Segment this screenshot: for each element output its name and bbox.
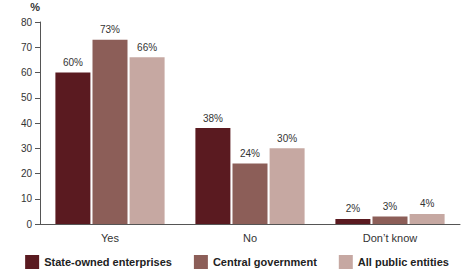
svg-text:30: 30	[21, 143, 33, 154]
svg-text:State-owned enterprises: State-owned enterprises	[44, 256, 172, 268]
svg-text:No: No	[243, 232, 257, 244]
svg-text:73%: 73%	[100, 24, 120, 35]
svg-text:Central government: Central government	[213, 256, 317, 268]
svg-text:Yes: Yes	[101, 232, 119, 244]
svg-text:0: 0	[26, 219, 32, 230]
svg-text:3%: 3%	[383, 201, 398, 212]
svg-text:60: 60	[21, 67, 33, 78]
svg-text:70: 70	[21, 42, 33, 53]
svg-text:All public entities: All public entities	[358, 256, 449, 268]
svg-text:30%: 30%	[277, 133, 297, 144]
svg-text:24%: 24%	[240, 148, 260, 159]
svg-text:38%: 38%	[203, 113, 223, 124]
svg-text:Don’t know: Don’t know	[363, 232, 417, 244]
svg-text:4%: 4%	[420, 198, 435, 209]
svg-text:2%: 2%	[346, 203, 361, 214]
svg-text:60%: 60%	[63, 57, 83, 68]
svg-text:10: 10	[21, 193, 33, 204]
svg-text:%: %	[30, 1, 40, 13]
svg-text:50: 50	[21, 92, 33, 103]
svg-text:80: 80	[21, 17, 33, 28]
svg-text:66%: 66%	[137, 42, 157, 53]
svg-text:20: 20	[21, 168, 33, 179]
svg-text:40: 40	[21, 118, 33, 129]
